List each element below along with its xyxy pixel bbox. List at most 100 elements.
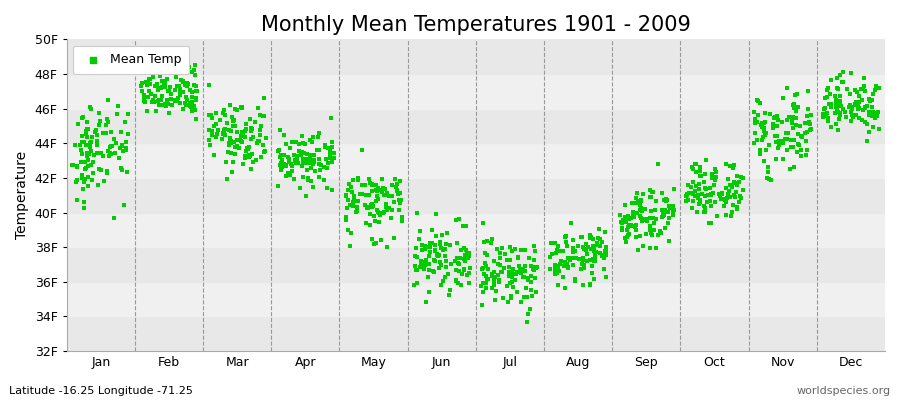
Point xyxy=(558,234,572,240)
Point xyxy=(382,192,396,199)
Point xyxy=(176,106,190,112)
Point xyxy=(577,264,591,271)
Point xyxy=(491,272,505,278)
Point xyxy=(695,190,709,197)
Point xyxy=(727,178,742,185)
Point xyxy=(667,186,681,192)
Point xyxy=(510,254,525,260)
Point xyxy=(487,269,501,275)
Point xyxy=(99,168,113,174)
Point xyxy=(307,159,321,165)
Point xyxy=(626,212,640,218)
Point xyxy=(373,187,387,193)
Point xyxy=(782,166,796,173)
Point xyxy=(866,124,880,131)
Point xyxy=(659,196,673,203)
Point xyxy=(615,225,629,231)
Point xyxy=(495,245,509,252)
Point xyxy=(428,248,443,254)
Point xyxy=(92,110,106,116)
Point xyxy=(249,140,264,146)
Point xyxy=(629,200,643,206)
Point xyxy=(529,289,544,295)
Point xyxy=(83,140,97,146)
Point xyxy=(788,122,803,128)
Point xyxy=(729,189,743,196)
Point xyxy=(692,186,706,192)
Point xyxy=(388,176,402,182)
Point xyxy=(836,78,850,85)
Point xyxy=(717,196,732,202)
Point xyxy=(422,266,436,273)
Point xyxy=(345,188,359,195)
Point xyxy=(651,161,665,168)
Point xyxy=(253,112,267,118)
Point xyxy=(109,140,123,146)
Point xyxy=(823,101,837,108)
Point xyxy=(768,132,782,139)
Point xyxy=(148,82,162,89)
Point xyxy=(803,120,817,127)
Point xyxy=(478,260,492,266)
Point xyxy=(824,77,838,84)
Point xyxy=(722,193,736,200)
Point xyxy=(137,92,151,98)
Point xyxy=(391,191,405,197)
Point xyxy=(217,129,231,135)
Point xyxy=(433,244,447,251)
Point xyxy=(230,129,244,136)
Point xyxy=(859,119,873,125)
Point xyxy=(76,114,90,120)
Point xyxy=(162,110,176,116)
Point xyxy=(830,106,844,113)
Point xyxy=(205,128,220,134)
Point xyxy=(787,101,801,107)
Point xyxy=(590,240,605,246)
Point xyxy=(386,235,400,241)
Point xyxy=(78,159,93,166)
Point xyxy=(824,101,839,108)
Point xyxy=(699,156,714,163)
Point xyxy=(561,264,575,270)
Point xyxy=(414,263,428,270)
Point xyxy=(69,163,84,170)
Point xyxy=(710,213,724,219)
Point xyxy=(863,98,878,104)
Point xyxy=(303,158,318,164)
Point xyxy=(384,193,399,199)
Point xyxy=(115,143,130,150)
Point xyxy=(293,152,308,158)
Point xyxy=(505,279,519,286)
Point xyxy=(462,280,476,286)
Point xyxy=(274,154,288,160)
Point xyxy=(85,176,99,183)
Point xyxy=(662,238,676,244)
Point xyxy=(238,120,253,127)
Point xyxy=(319,156,333,163)
Point xyxy=(547,265,562,272)
Point xyxy=(634,205,648,211)
Point xyxy=(775,119,789,126)
Point xyxy=(311,147,326,154)
Point xyxy=(850,101,865,107)
Point xyxy=(318,142,332,149)
Point xyxy=(478,250,492,256)
Point xyxy=(143,81,157,88)
Point xyxy=(202,142,217,148)
Point xyxy=(299,193,313,199)
Point xyxy=(686,179,700,185)
Point xyxy=(257,112,272,119)
Point xyxy=(307,156,321,163)
Point xyxy=(688,182,703,189)
Point xyxy=(770,112,785,119)
Point xyxy=(497,265,511,271)
Point xyxy=(589,251,603,257)
Point xyxy=(475,266,490,273)
Point xyxy=(622,216,636,222)
Point xyxy=(706,190,720,196)
Point xyxy=(282,156,296,162)
Point xyxy=(656,212,670,219)
Point xyxy=(755,136,770,143)
Point xyxy=(306,184,320,190)
Point xyxy=(614,219,628,225)
